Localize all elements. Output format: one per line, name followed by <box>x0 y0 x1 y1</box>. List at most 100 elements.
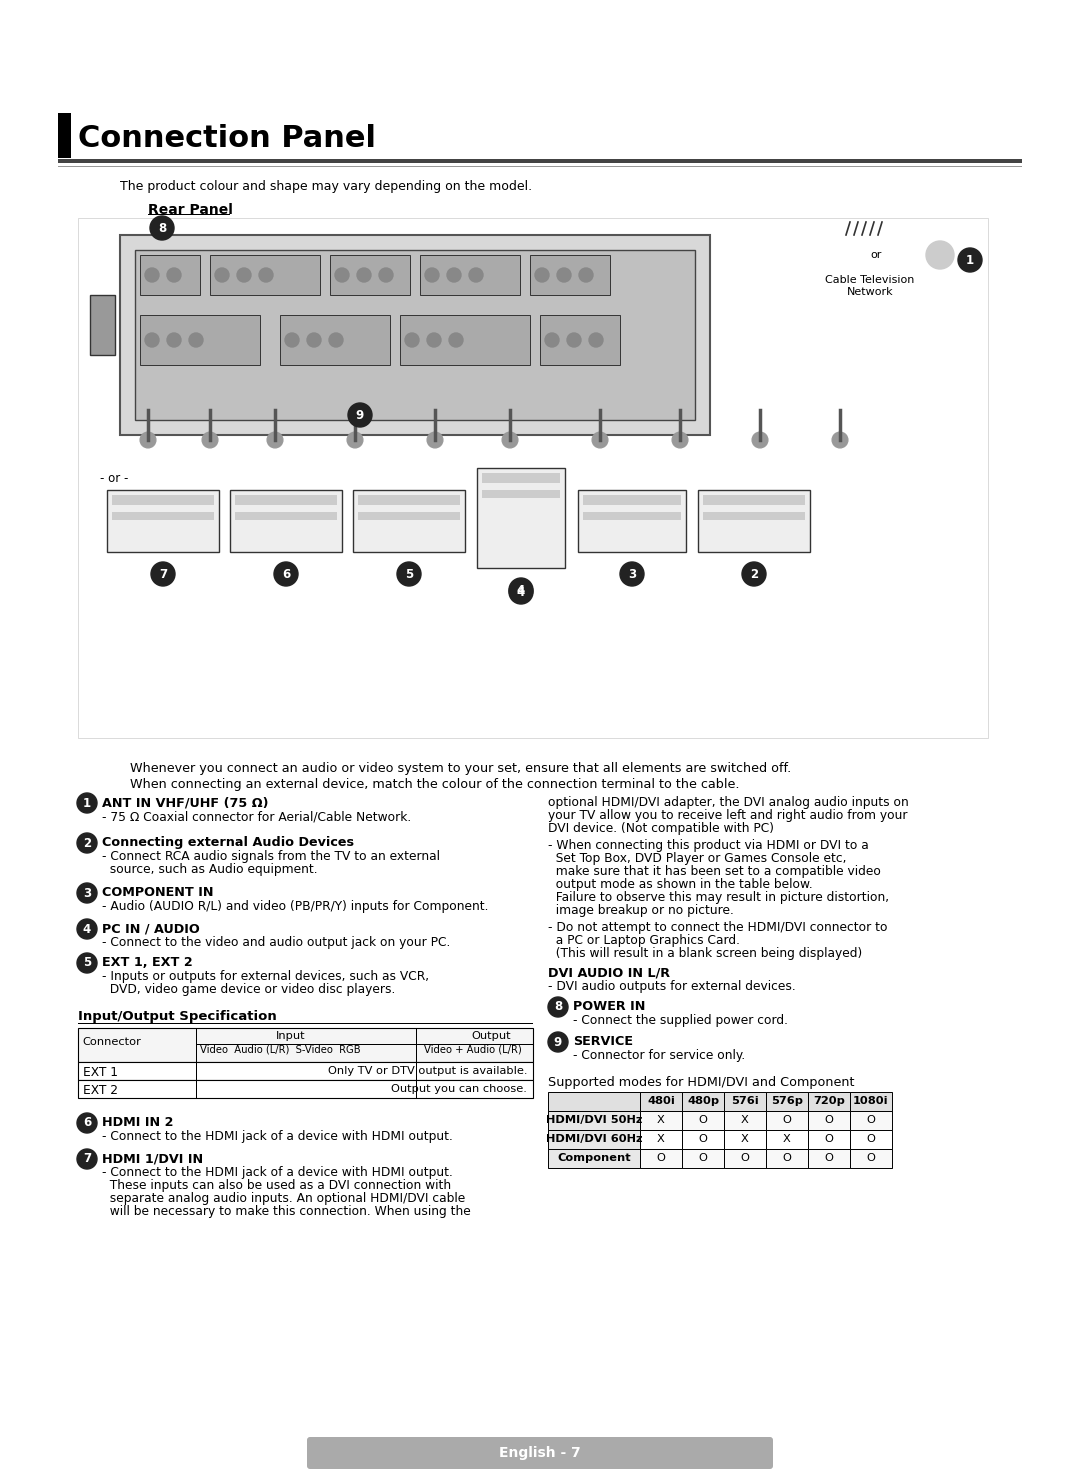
Text: X: X <box>657 1134 665 1144</box>
Bar <box>78 218 988 738</box>
Text: POWER IN: POWER IN <box>573 999 646 1013</box>
Text: 1: 1 <box>83 796 91 809</box>
Text: Video + Audio (L/R): Video + Audio (L/R) <box>424 1045 522 1055</box>
Text: EXT 1, EXT 2: EXT 1, EXT 2 <box>102 957 192 968</box>
Bar <box>724 1150 766 1167</box>
Bar <box>330 255 410 295</box>
Text: - DVI audio outputs for external devices.: - DVI audio outputs for external devices… <box>548 980 796 993</box>
Circle shape <box>151 562 175 587</box>
Circle shape <box>469 268 483 282</box>
Text: O: O <box>824 1153 834 1163</box>
Text: 480i: 480i <box>647 1097 675 1106</box>
Circle shape <box>548 1032 568 1052</box>
Bar <box>766 1150 808 1167</box>
Text: image breakup or no picture.: image breakup or no picture. <box>548 904 734 917</box>
Circle shape <box>267 432 283 448</box>
Bar <box>90 295 114 355</box>
Circle shape <box>449 333 463 346</box>
Circle shape <box>447 268 461 282</box>
Bar <box>808 1150 850 1167</box>
Bar <box>850 1092 892 1111</box>
Circle shape <box>189 333 203 346</box>
Text: - Connect to the HDMI jack of a device with HDMI output.: - Connect to the HDMI jack of a device w… <box>102 1166 453 1179</box>
Text: 1: 1 <box>966 254 974 267</box>
Bar <box>135 251 696 420</box>
Text: 4: 4 <box>83 923 91 936</box>
Text: - Connect to the video and audio output jack on your PC.: - Connect to the video and audio output … <box>102 936 450 949</box>
Circle shape <box>77 883 97 904</box>
Text: 8: 8 <box>158 221 166 234</box>
Text: 9: 9 <box>554 1036 562 1048</box>
Text: DVI device. (Not compatible with PC): DVI device. (Not compatible with PC) <box>548 822 774 834</box>
Text: O: O <box>699 1134 707 1144</box>
Text: EXT 1: EXT 1 <box>83 1066 118 1079</box>
Text: - Audio (AUDIO R/L) and video (PB/PR/Y) inputs for Component.: - Audio (AUDIO R/L) and video (PB/PR/Y) … <box>102 901 488 912</box>
Circle shape <box>145 268 159 282</box>
Bar <box>724 1131 766 1150</box>
Text: Output you can choose.: Output you can choose. <box>391 1083 527 1094</box>
Text: HDMI/DVI 50Hz: HDMI/DVI 50Hz <box>545 1114 643 1125</box>
Bar <box>482 473 561 483</box>
Circle shape <box>589 333 603 346</box>
Bar <box>58 165 1022 167</box>
Text: O: O <box>824 1134 834 1144</box>
Bar <box>698 489 810 551</box>
Bar <box>640 1111 681 1131</box>
Bar <box>78 1080 534 1098</box>
Circle shape <box>958 248 982 273</box>
Bar <box>230 489 342 551</box>
Text: The product colour and shape may vary depending on the model.: The product colour and shape may vary de… <box>120 180 532 193</box>
Text: output mode as shown in the table below.: output mode as shown in the table below. <box>548 879 813 890</box>
Text: X: X <box>741 1134 748 1144</box>
Circle shape <box>202 432 218 448</box>
Circle shape <box>592 432 608 448</box>
Bar <box>724 1111 766 1131</box>
Text: make sure that it has been set to a compatible video: make sure that it has been set to a comp… <box>548 865 881 879</box>
Text: X: X <box>783 1134 791 1144</box>
Text: Only TV or DTV output is available.: Only TV or DTV output is available. <box>327 1066 527 1076</box>
Circle shape <box>307 333 321 346</box>
Circle shape <box>545 333 559 346</box>
Text: 5: 5 <box>405 567 414 581</box>
Bar <box>808 1092 850 1111</box>
Bar <box>850 1131 892 1150</box>
Bar <box>766 1131 808 1150</box>
Text: O: O <box>741 1153 750 1163</box>
Text: Failure to observe this may result in picture distortion,: Failure to observe this may result in pi… <box>548 890 889 904</box>
Text: separate analog audio inputs. An optional HDMI/DVI cable: separate analog audio inputs. An optiona… <box>102 1192 465 1206</box>
Circle shape <box>752 432 768 448</box>
Circle shape <box>405 333 419 346</box>
Text: O: O <box>866 1134 876 1144</box>
Circle shape <box>742 562 766 587</box>
Text: COMPONENT IN: COMPONENT IN <box>102 886 214 899</box>
Text: O: O <box>866 1153 876 1163</box>
Circle shape <box>347 432 363 448</box>
Circle shape <box>509 579 534 604</box>
Circle shape <box>215 268 229 282</box>
Text: Cable Television
Network: Cable Television Network <box>825 276 915 296</box>
Bar <box>210 255 320 295</box>
Circle shape <box>926 242 954 268</box>
Text: - 75 Ω Coaxial connector for Aerial/Cable Network.: - 75 Ω Coaxial connector for Aerial/Cabl… <box>102 811 411 822</box>
Text: Connecting external Audio Devices: Connecting external Audio Devices <box>102 836 354 849</box>
Text: 4: 4 <box>517 584 525 597</box>
Bar <box>140 255 200 295</box>
Text: (This will result in a blank screen being displayed): (This will result in a blank screen bein… <box>548 946 862 960</box>
Text: EXT 2: EXT 2 <box>83 1083 118 1097</box>
Bar <box>681 1150 724 1167</box>
Text: Connection Panel: Connection Panel <box>78 124 376 152</box>
Bar <box>583 511 681 520</box>
Bar <box>548 1150 640 1167</box>
Text: English - 7: English - 7 <box>499 1446 581 1461</box>
Bar <box>280 315 390 366</box>
Text: Output: Output <box>471 1030 511 1041</box>
Circle shape <box>77 954 97 973</box>
Bar <box>140 315 260 366</box>
Bar <box>583 495 681 506</box>
Text: - Inputs or outputs for external devices, such as VCR,: - Inputs or outputs for external devices… <box>102 970 429 983</box>
Text: a PC or Laptop Graphics Card.: a PC or Laptop Graphics Card. <box>548 935 740 946</box>
Text: source, such as Audio equipment.: source, such as Audio equipment. <box>102 862 318 876</box>
Text: 9: 9 <box>356 408 364 422</box>
Bar <box>353 489 465 551</box>
Text: 2: 2 <box>83 837 91 849</box>
